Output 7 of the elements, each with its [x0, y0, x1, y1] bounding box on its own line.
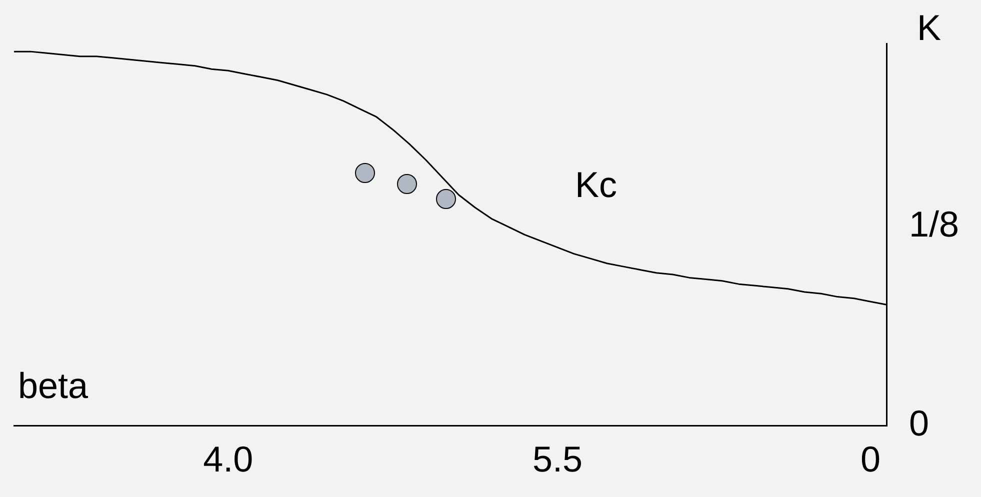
x-axis-title: beta: [18, 364, 90, 406]
x-tick-label: 4.0: [203, 438, 254, 480]
y-axis-title: K: [916, 7, 941, 48]
x-tick-label: 5.5: [532, 438, 583, 480]
annotation: Kc: [575, 164, 618, 205]
x-tick-label: 0: [860, 438, 880, 480]
y-tick-label: 1/8: [908, 204, 959, 245]
